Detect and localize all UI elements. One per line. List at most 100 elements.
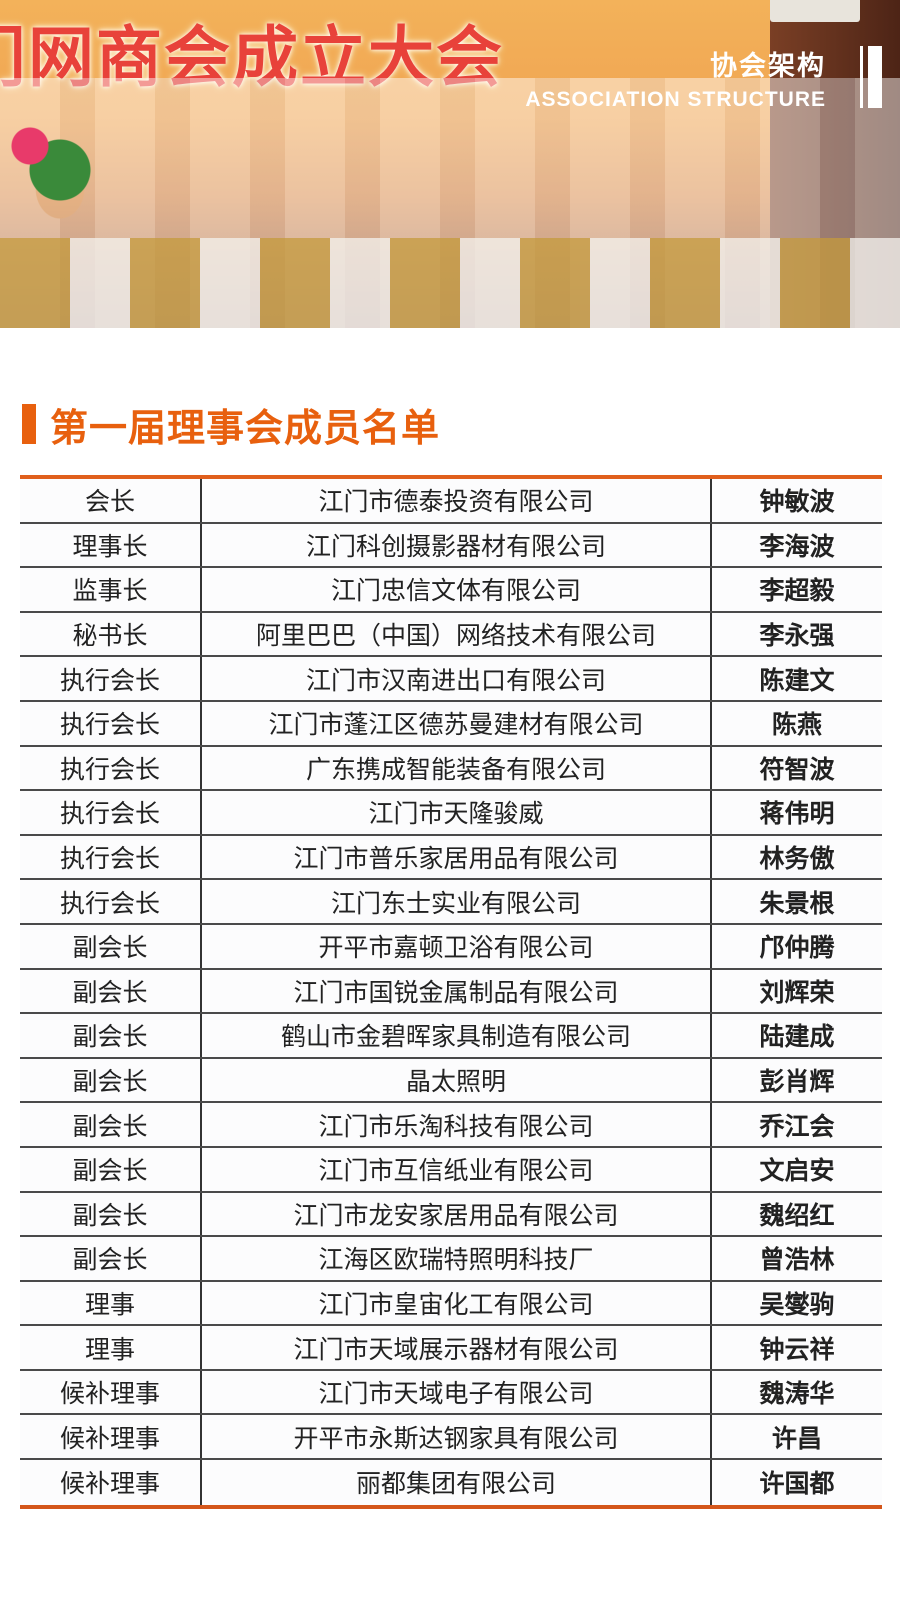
table-row: 秘书长 阿里巴巴（中国）网络技术有限公司 李永强 bbox=[20, 612, 882, 658]
header-decor-bar bbox=[860, 46, 863, 108]
member-name: 魏涛华 bbox=[759, 1379, 835, 1409]
member-role: 执行会长 bbox=[20, 880, 202, 923]
member-name: 李超毅 bbox=[759, 576, 835, 606]
member-role: 理事 bbox=[20, 1281, 202, 1325]
member-company: 开平市永斯达钢家具有限公司 bbox=[202, 1415, 712, 1459]
member-name: 陆建成 bbox=[759, 1022, 835, 1052]
member-company: 江门市乐淘科技有限公司 bbox=[202, 1103, 712, 1146]
table-row: 会长 江门市德泰投资有限公司 钟敏波 bbox=[20, 479, 882, 524]
member-name: 魏绍红 bbox=[759, 1200, 835, 1230]
member-role: 副会长 bbox=[20, 1014, 202, 1057]
member-role: 执行会长 bbox=[20, 791, 202, 834]
header-title-en: ASSOCIATION STRUCTURE bbox=[525, 88, 826, 111]
member-company: 江门市互信纸业有限公司 bbox=[202, 1147, 712, 1191]
member-name: 符智波 bbox=[759, 754, 835, 784]
table-row: 执行会长 江门东士实业有限公司 朱景根 bbox=[20, 880, 882, 925]
table-row: 执行会长 江门市天隆骏威 蒋伟明 bbox=[20, 791, 882, 836]
member-company: 江门东士实业有限公司 bbox=[202, 880, 712, 923]
member-company: 江门市天域电子有限公司 bbox=[202, 1370, 712, 1414]
member-name: 邝仲腾 bbox=[759, 933, 835, 963]
photo-speaker bbox=[770, 0, 860, 22]
member-name: 许国都 bbox=[759, 1469, 835, 1499]
table-row: 副会长 江门市龙安家居用品有限公司 魏绍红 bbox=[20, 1192, 882, 1238]
member-name: 曾浩林 bbox=[759, 1245, 835, 1275]
member-role: 执行会长 bbox=[20, 701, 202, 745]
member-role: 副会长 bbox=[20, 1058, 202, 1102]
photo-certificates bbox=[0, 238, 900, 328]
table-row: 候补理事 丽都集团有限公司 许国都 bbox=[20, 1460, 882, 1505]
members-table: 会长 江门市德泰投资有限公司 钟敏波理事长 江门科创摄影器材有限公司 李海波监事长 江门忠… bbox=[20, 475, 882, 1509]
table-row: 副会长 晶太照明 彭肖辉 bbox=[20, 1058, 882, 1104]
member-role: 执行会长 bbox=[20, 746, 202, 790]
member-role: 副会长 bbox=[20, 924, 202, 968]
table-row: 执行会长 江门市普乐家居用品有限公司 林务傲 bbox=[20, 835, 882, 881]
member-company: 江门市天域展示器材有限公司 bbox=[202, 1326, 712, 1369]
member-company: 阿里巴巴（中国）网络技术有限公司 bbox=[202, 612, 712, 656]
member-company: 江门科创摄影器材有限公司 bbox=[202, 523, 712, 567]
member-role: 执行会长 bbox=[20, 657, 202, 700]
member-name: 朱景根 bbox=[759, 888, 835, 918]
member-name: 刘辉荣 bbox=[759, 977, 835, 1007]
member-company: 开平市嘉顿卫浴有限公司 bbox=[202, 924, 712, 968]
member-role: 执行会长 bbox=[20, 835, 202, 879]
member-company: 江门市国锐金属制品有限公司 bbox=[202, 969, 712, 1013]
table-row: 副会长 江门市互信纸业有限公司 文启安 bbox=[20, 1147, 882, 1193]
member-name: 文启安 bbox=[759, 1156, 835, 1186]
member-role: 副会长 bbox=[20, 969, 202, 1013]
table-row: 监事长 江门忠信文体有限公司 李超毅 bbox=[20, 568, 882, 613]
member-company: 鹤山市金碧晖家具制造有限公司 bbox=[202, 1014, 712, 1057]
photo-flowers bbox=[0, 110, 100, 230]
member-role: 候补理事 bbox=[20, 1415, 202, 1459]
header-photo: 门网商会成立大会 bbox=[0, 0, 900, 328]
member-company: 江海区欧瑞特照明科技厂 bbox=[202, 1237, 712, 1280]
header-title-cn: 协会架构 bbox=[710, 51, 826, 82]
member-name: 陈燕 bbox=[771, 710, 822, 740]
member-name: 陈建文 bbox=[759, 665, 835, 695]
member-name: 林务傲 bbox=[759, 844, 835, 874]
table-row: 候补理事 江门市天域电子有限公司 魏涛华 bbox=[20, 1370, 882, 1416]
member-name: 吴燮驹 bbox=[759, 1289, 835, 1319]
member-role: 理事 bbox=[20, 1326, 202, 1369]
member-role: 候补理事 bbox=[20, 1460, 202, 1505]
member-company: 晶太照明 bbox=[202, 1058, 712, 1102]
member-name: 钟敏波 bbox=[759, 487, 835, 517]
member-name: 彭肖辉 bbox=[759, 1067, 835, 1097]
member-name: 李永强 bbox=[759, 621, 835, 651]
table-row: 理事长 江门科创摄影器材有限公司 李海波 bbox=[20, 523, 882, 569]
section-title: 第一届理事会成员名单 bbox=[22, 402, 440, 450]
table-row: 理事 江门市天域展示器材有限公司 钟云祥 bbox=[20, 1326, 882, 1371]
section-title-marker bbox=[22, 404, 36, 444]
member-role: 副会长 bbox=[20, 1192, 202, 1236]
member-role: 副会长 bbox=[20, 1103, 202, 1146]
table-row: 执行会长 江门市汉南进出口有限公司 陈建文 bbox=[20, 657, 882, 702]
table-row: 副会长 鹤山市金碧晖家具制造有限公司 陆建成 bbox=[20, 1014, 882, 1059]
section-title-text: 第一届理事会成员名单 bbox=[50, 405, 441, 450]
member-company: 江门市天隆骏威 bbox=[202, 791, 712, 834]
table-row: 候补理事 开平市永斯达钢家具有限公司 许昌 bbox=[20, 1415, 882, 1461]
table-row: 副会长 江海区欧瑞特照明科技厂 曾浩林 bbox=[20, 1237, 882, 1282]
member-name: 乔江会 bbox=[759, 1111, 835, 1141]
member-name: 李海波 bbox=[759, 531, 835, 561]
member-company: 广东携成智能装备有限公司 bbox=[202, 746, 712, 790]
member-role: 候补理事 bbox=[20, 1370, 202, 1414]
table-row: 执行会长 广东携成智能装备有限公司 符智波 bbox=[20, 746, 882, 792]
table-row: 副会长 江门市乐淘科技有限公司 乔江会 bbox=[20, 1103, 882, 1148]
table-row: 理事 江门市皇宙化工有限公司 吴燮驹 bbox=[20, 1281, 882, 1327]
table-row: 副会长 开平市嘉顿卫浴有限公司 邝仲腾 bbox=[20, 924, 882, 970]
member-company: 江门市普乐家居用品有限公司 bbox=[202, 835, 712, 879]
table-row: 副会长 江门市国锐金属制品有限公司 刘辉荣 bbox=[20, 969, 882, 1015]
member-role: 监事长 bbox=[20, 568, 202, 611]
table-row: 执行会长 江门市蓬江区德苏曼建材有限公司 陈燕 bbox=[20, 701, 882, 747]
member-company: 江门市皇宙化工有限公司 bbox=[202, 1281, 712, 1325]
member-role: 副会长 bbox=[20, 1237, 202, 1280]
member-company: 江门市汉南进出口有限公司 bbox=[202, 657, 712, 700]
member-company: 江门忠信文体有限公司 bbox=[202, 568, 712, 611]
member-company: 江门市德泰投资有限公司 bbox=[202, 479, 712, 522]
member-company: 江门市蓬江区德苏曼建材有限公司 bbox=[202, 701, 712, 745]
header-decor-bar-thick bbox=[868, 46, 882, 108]
member-company: 江门市龙安家居用品有限公司 bbox=[202, 1192, 712, 1236]
member-role: 会长 bbox=[20, 479, 202, 522]
member-company: 丽都集团有限公司 bbox=[202, 1460, 712, 1505]
member-name: 钟云祥 bbox=[759, 1334, 835, 1364]
member-role: 理事长 bbox=[20, 523, 202, 567]
